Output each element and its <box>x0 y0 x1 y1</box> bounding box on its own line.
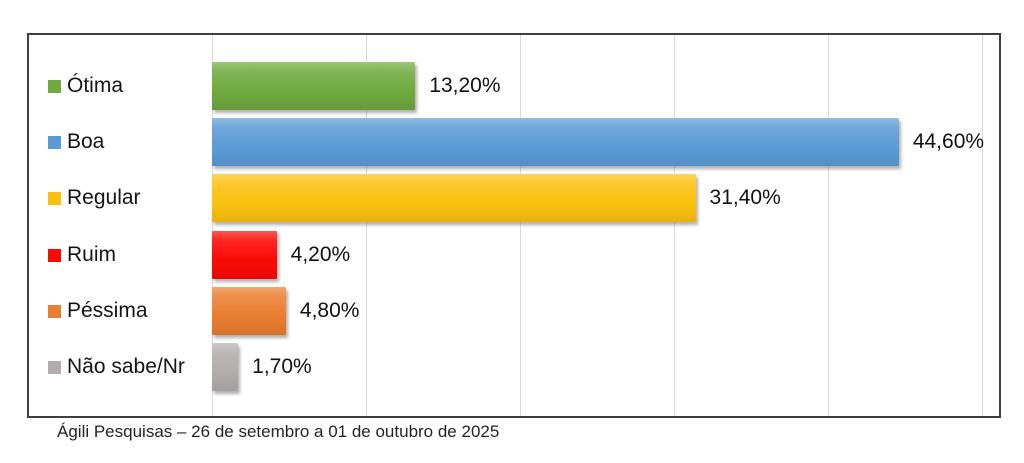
chart-row: Ótima 13,20% <box>0 62 1024 110</box>
category-label: Ruim <box>67 242 117 266</box>
gridline <box>674 35 675 416</box>
value-label: 13,20% <box>429 74 501 97</box>
category-label: Ótima <box>67 74 124 97</box>
bar <box>212 62 416 110</box>
chart-row: Não sabe/Nr 1,70% <box>0 343 1024 391</box>
value-label: 4,20% <box>290 242 351 266</box>
gridline <box>366 35 367 416</box>
chart-row: Ruim 4,20% <box>0 230 1024 279</box>
category-label: Regular <box>67 186 141 210</box>
category-swatch <box>48 136 61 150</box>
gridline <box>212 35 213 416</box>
chart-row: Péssima 4,80% <box>0 286 1024 335</box>
chart-row: Boa 44,60% <box>0 118 1024 167</box>
chart-frame <box>27 33 1001 418</box>
chart-source-caption: Ágili Pesquisas – 26 de setembro a 01 de… <box>57 422 500 441</box>
chart-row: Regular 31,40% <box>0 174 1024 223</box>
category-label: Péssima <box>67 298 148 322</box>
category-label: Não sabe/Nr <box>67 355 185 378</box>
gridline <box>828 35 829 416</box>
value-label: 31,40% <box>709 186 781 210</box>
value-label: 1,70% <box>252 355 312 378</box>
value-label: 44,60% <box>912 130 985 154</box>
bar <box>212 230 277 279</box>
category-label: Boa <box>67 130 105 154</box>
bar <box>212 286 286 335</box>
category-swatch <box>48 192 61 206</box>
category-swatch <box>48 80 61 93</box>
gridline <box>982 35 983 416</box>
category-swatch <box>48 304 61 318</box>
bar <box>212 343 239 391</box>
category-swatch <box>48 361 61 374</box>
gridline <box>520 35 521 416</box>
value-label: 4,80% <box>299 298 360 322</box>
category-swatch <box>48 248 61 262</box>
bar <box>212 174 696 223</box>
bar <box>212 118 899 167</box>
